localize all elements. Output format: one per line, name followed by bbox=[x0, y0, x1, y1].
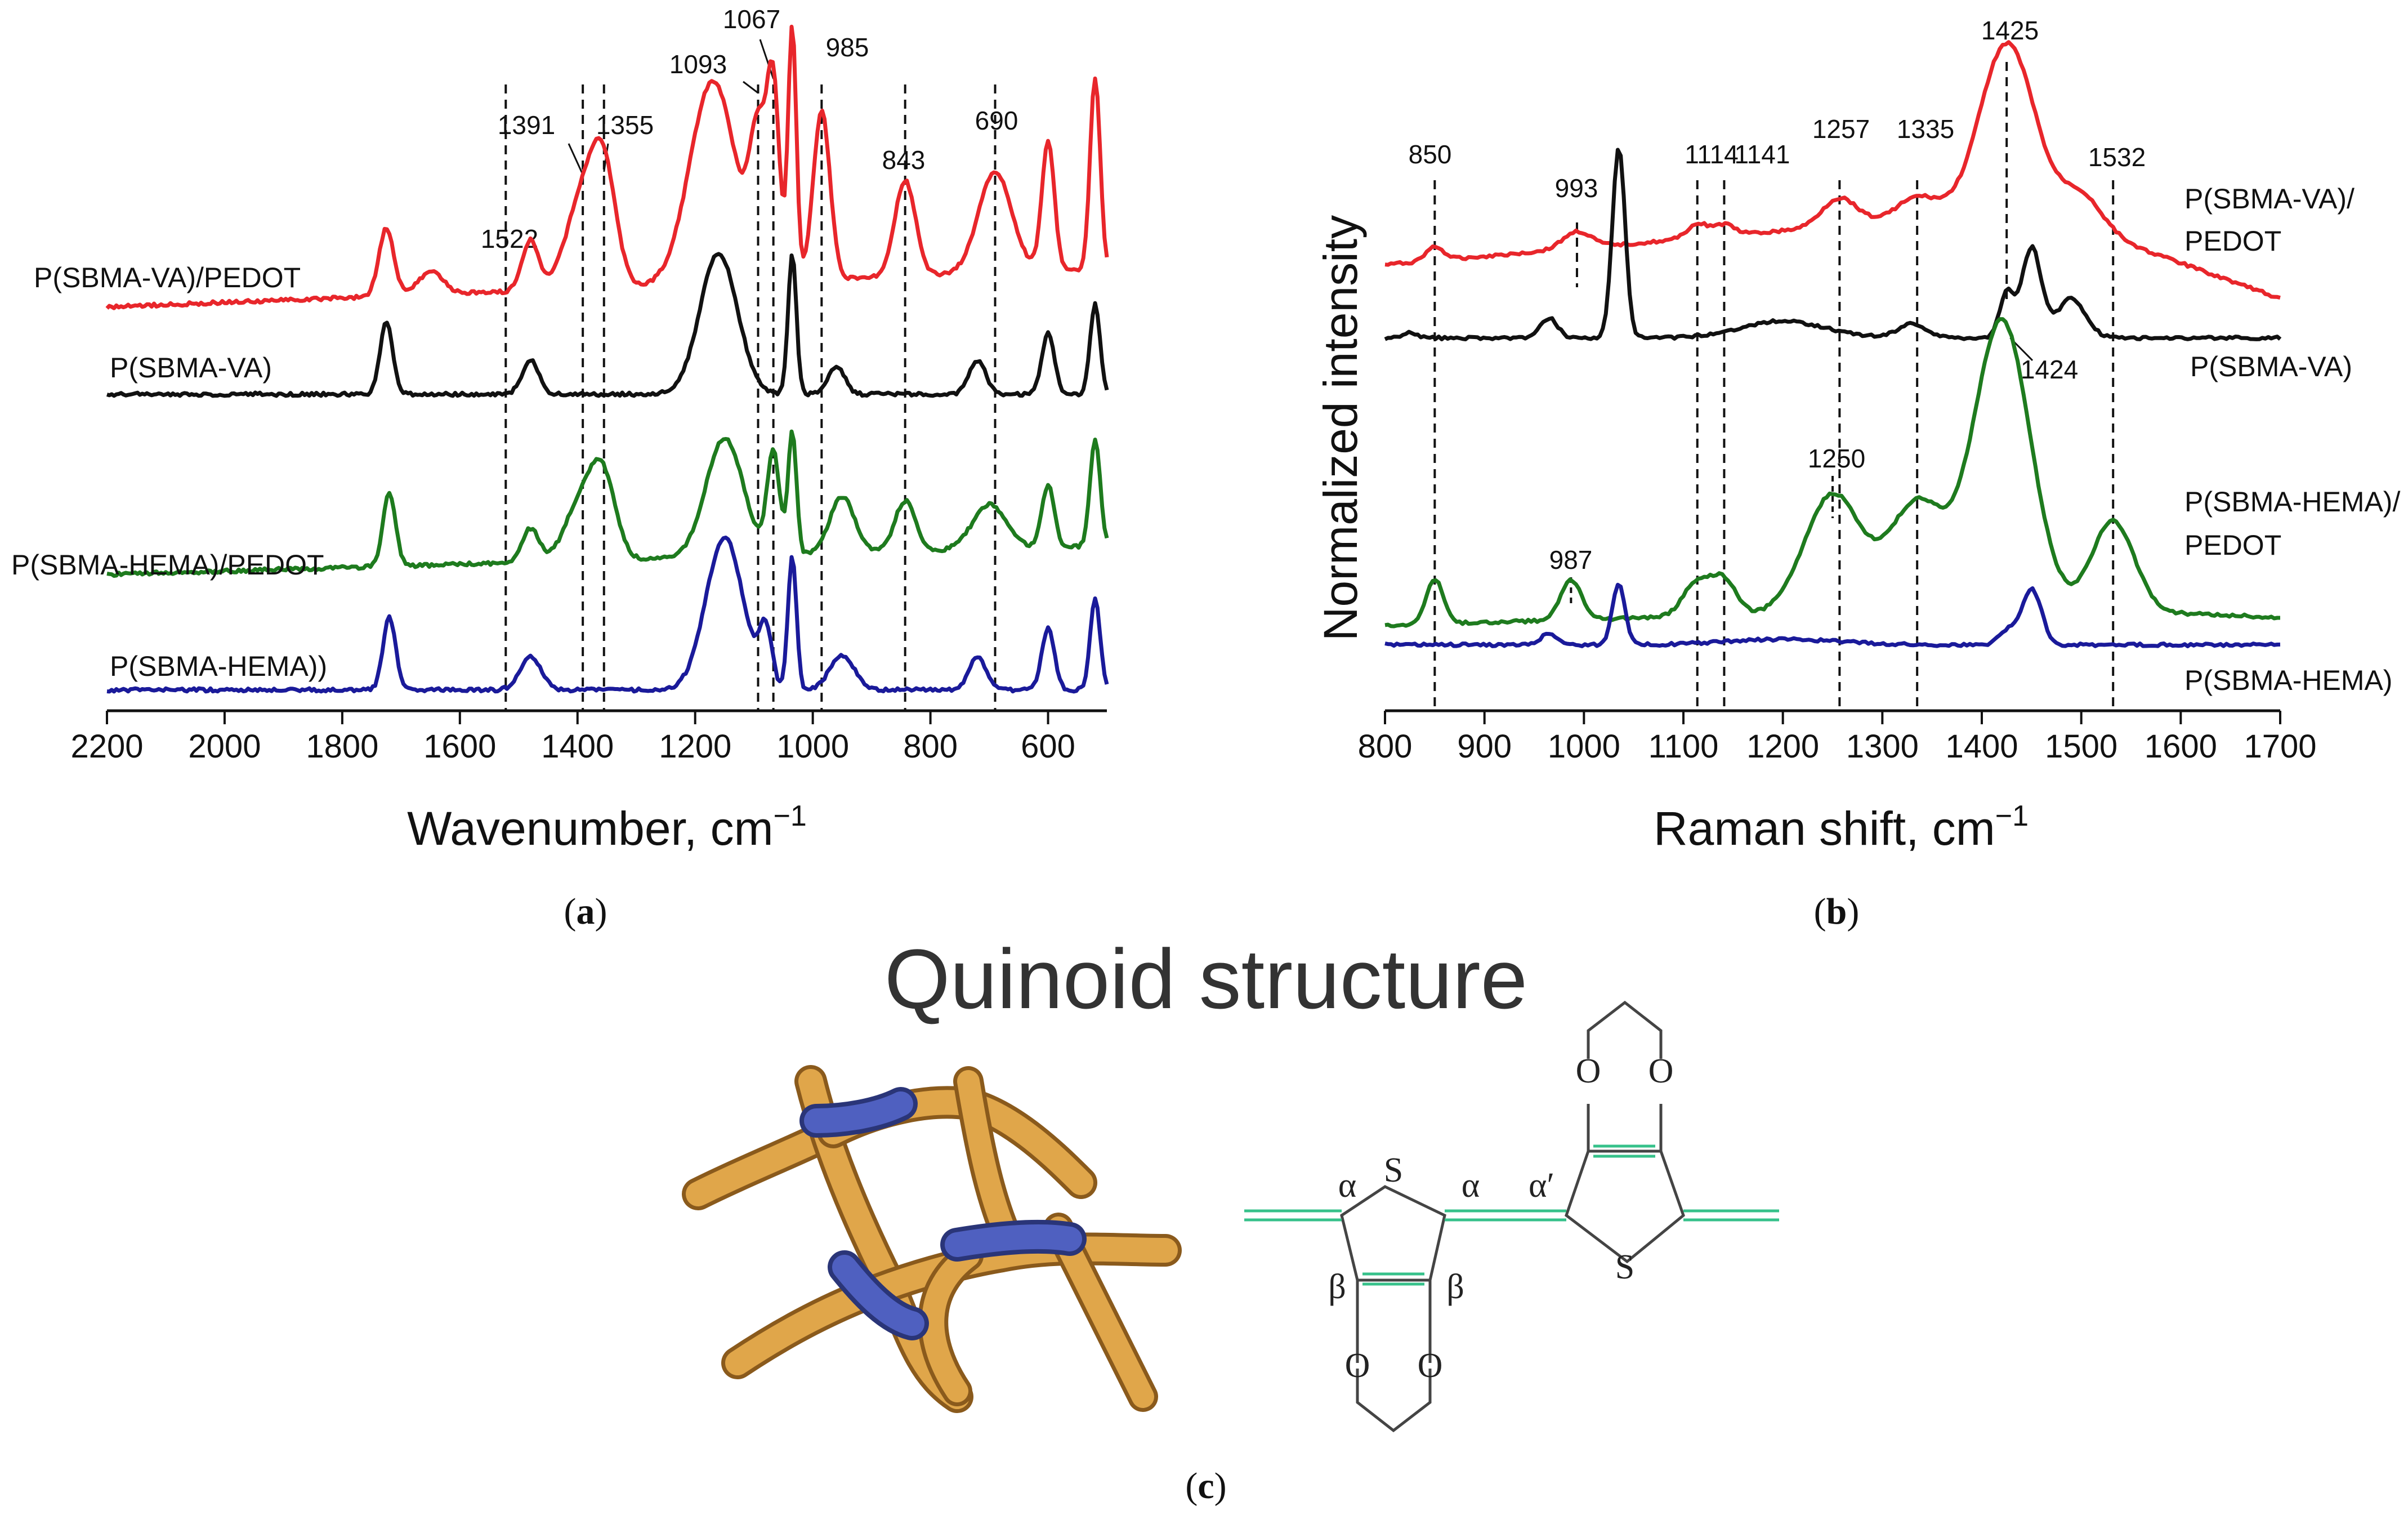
a-marker-label-985: 985 bbox=[826, 33, 869, 62]
a-tick-label-800: 800 bbox=[903, 728, 958, 765]
panel-c-quinoid-structure: Quinoid structure bbox=[682, 932, 1779, 1507]
series-label-b-sbma-hema: P(SBMA-HEMA) bbox=[2184, 665, 2392, 696]
beta-label-right: β bbox=[1446, 1268, 1464, 1306]
b-marker-label-1257: 1257 bbox=[1812, 114, 1870, 144]
a-marker-label-690: 690 bbox=[975, 106, 1018, 135]
oxygen-atom-1: O bbox=[1345, 1347, 1370, 1385]
b-series-line-p-sbma-va bbox=[1384, 148, 2282, 341]
b-marker-label-1532: 1532 bbox=[2088, 142, 2146, 172]
quinoid-structure-title: Quinoid structure bbox=[884, 932, 1527, 1026]
b-tick-label-1500: 1500 bbox=[2045, 728, 2117, 765]
molecule-atom-labels: S S O O O O α α α′ β β bbox=[1328, 1052, 1673, 1385]
b-tick-label-1600: 1600 bbox=[2145, 728, 2217, 765]
b-tick-label-1200: 1200 bbox=[1746, 728, 1819, 765]
b-tick-label-1000: 1000 bbox=[1548, 728, 1620, 765]
panel-b-y-axis-label: Normalized intensity bbox=[1314, 215, 1367, 641]
alpha-label-right: α bbox=[1462, 1166, 1480, 1205]
b-marker-label-1335: 1335 bbox=[1897, 114, 1954, 144]
a-series-line-p-sbma-hema bbox=[106, 536, 1109, 694]
a-label-arrow-2 bbox=[743, 81, 759, 94]
a-tick-label-600: 600 bbox=[1021, 728, 1075, 765]
panel-b-label: (b) bbox=[1814, 891, 1860, 932]
quinoid-chain-illustration bbox=[682, 1065, 1182, 1413]
b-marker-label-1141: 1141 bbox=[1735, 140, 1790, 169]
b-marker-label-850: 850 bbox=[1409, 140, 1452, 169]
a-marker-label-843: 843 bbox=[882, 145, 926, 175]
green-double-bonds bbox=[1244, 1144, 1779, 1286]
b-tick-label-800: 800 bbox=[1358, 728, 1413, 765]
b-tick-label-1100: 1100 bbox=[1648, 728, 1719, 765]
a-marker-label-1067: 1067 bbox=[723, 5, 780, 34]
b-series-line-p-sbma-hema-pedot bbox=[1384, 317, 2280, 629]
alpha-prime-label: α′ bbox=[1529, 1166, 1554, 1205]
a-marker-label-1093: 1093 bbox=[669, 50, 727, 79]
a-tick-label-1200: 1200 bbox=[659, 728, 731, 765]
b-tick-label-1400: 1400 bbox=[1945, 728, 2018, 765]
b-tick-label-900: 900 bbox=[1457, 728, 1512, 765]
b-marker-label-1425: 1425 bbox=[1981, 16, 2039, 45]
panel-a-x-axis-label: Wavenumber, cm−1 bbox=[407, 800, 807, 855]
b-series-line-p-sbma-va-pedot bbox=[1384, 40, 2281, 300]
series-label-sbma-hema: P(SBMA-HEMA)) bbox=[110, 650, 327, 682]
b-extra-label-987: 987 bbox=[1549, 545, 1593, 574]
b-tick-label-1700: 1700 bbox=[2244, 728, 2316, 765]
a-tick-label-2000: 2000 bbox=[188, 728, 261, 765]
a-tick-label-1000: 1000 bbox=[776, 728, 849, 765]
panel-a-chart: 2200 2000 1800 1600 1400 1200 1000 800 600 15221… bbox=[11, 5, 1109, 855]
a-series-line-p-sbma-va bbox=[106, 252, 1109, 398]
panel-b-x-axis-label: Raman shift, cm−1 bbox=[1654, 800, 2029, 855]
series-label-b-sbma-hema-pedot: P(SBMA-HEMA)/ bbox=[2184, 486, 2400, 518]
series-label-b-sbma-va-pedot-line2: PEDOT bbox=[2184, 225, 2281, 257]
series-label-b-sbma-hema-pedot-line2: PEDOT bbox=[2184, 529, 2281, 561]
alpha-label-left: α bbox=[1338, 1166, 1356, 1205]
b-extra-label-1250: 1250 bbox=[1808, 444, 1865, 473]
a-label-arrow-3 bbox=[759, 39, 775, 79]
series-label-sbma-hema-pedot: P(SBMA-HEMA)/PEDOT bbox=[11, 549, 324, 581]
a-tick-label-1800: 1800 bbox=[306, 728, 378, 765]
beta-label-left: β bbox=[1328, 1268, 1346, 1306]
series-label-sbma-va-pedot: P(SBMA-VA)/PEDOT bbox=[34, 262, 301, 293]
a-series-line-p-sbma-hema-pedot bbox=[106, 429, 1109, 578]
a-label-arrow-0 bbox=[568, 143, 584, 175]
series-label-sbma-va: P(SBMA-VA) bbox=[110, 352, 272, 384]
series-label-b-sbma-va: P(SBMA-VA) bbox=[2190, 351, 2352, 382]
a-marker-label-1391: 1391 bbox=[498, 110, 555, 140]
oxygen-atom-4: O bbox=[1648, 1052, 1674, 1090]
panel-c-label: (c) bbox=[1185, 1465, 1226, 1507]
a-tick-label-2200: 2200 bbox=[70, 728, 143, 765]
b-marker-label-1114: 1114 bbox=[1685, 140, 1739, 169]
series-label-b-sbma-va-pedot: P(SBMA-VA)/ bbox=[2184, 183, 2355, 215]
pedot-quinoid-molecule bbox=[1340, 1000, 1685, 1433]
b-extra-label-1424: 1424 bbox=[2021, 355, 2078, 384]
b-marker-label-993: 993 bbox=[1555, 173, 1598, 203]
a-series-line-p-sbma-va-pedot bbox=[105, 24, 1109, 310]
panel-a-label: (a) bbox=[564, 891, 607, 932]
a-tick-label-1600: 1600 bbox=[423, 728, 496, 765]
b-tick-label-1300: 1300 bbox=[1846, 728, 1919, 765]
sulfur-atom-right: S bbox=[1615, 1248, 1634, 1286]
b-series-line-p-sbma-hema bbox=[1384, 582, 2281, 648]
sulfur-atom-left: S bbox=[1384, 1151, 1403, 1189]
oxygen-atom-3: O bbox=[1576, 1052, 1601, 1090]
a-marker-label-1355: 1355 bbox=[596, 110, 654, 140]
a-tick-label-1400: 1400 bbox=[541, 728, 614, 765]
panel-b-chart: 800 900 1000 1100 1200 1300 1400 1500 1600 1700 8… bbox=[1314, 16, 2400, 855]
oxygen-atom-2: O bbox=[1418, 1347, 1443, 1385]
